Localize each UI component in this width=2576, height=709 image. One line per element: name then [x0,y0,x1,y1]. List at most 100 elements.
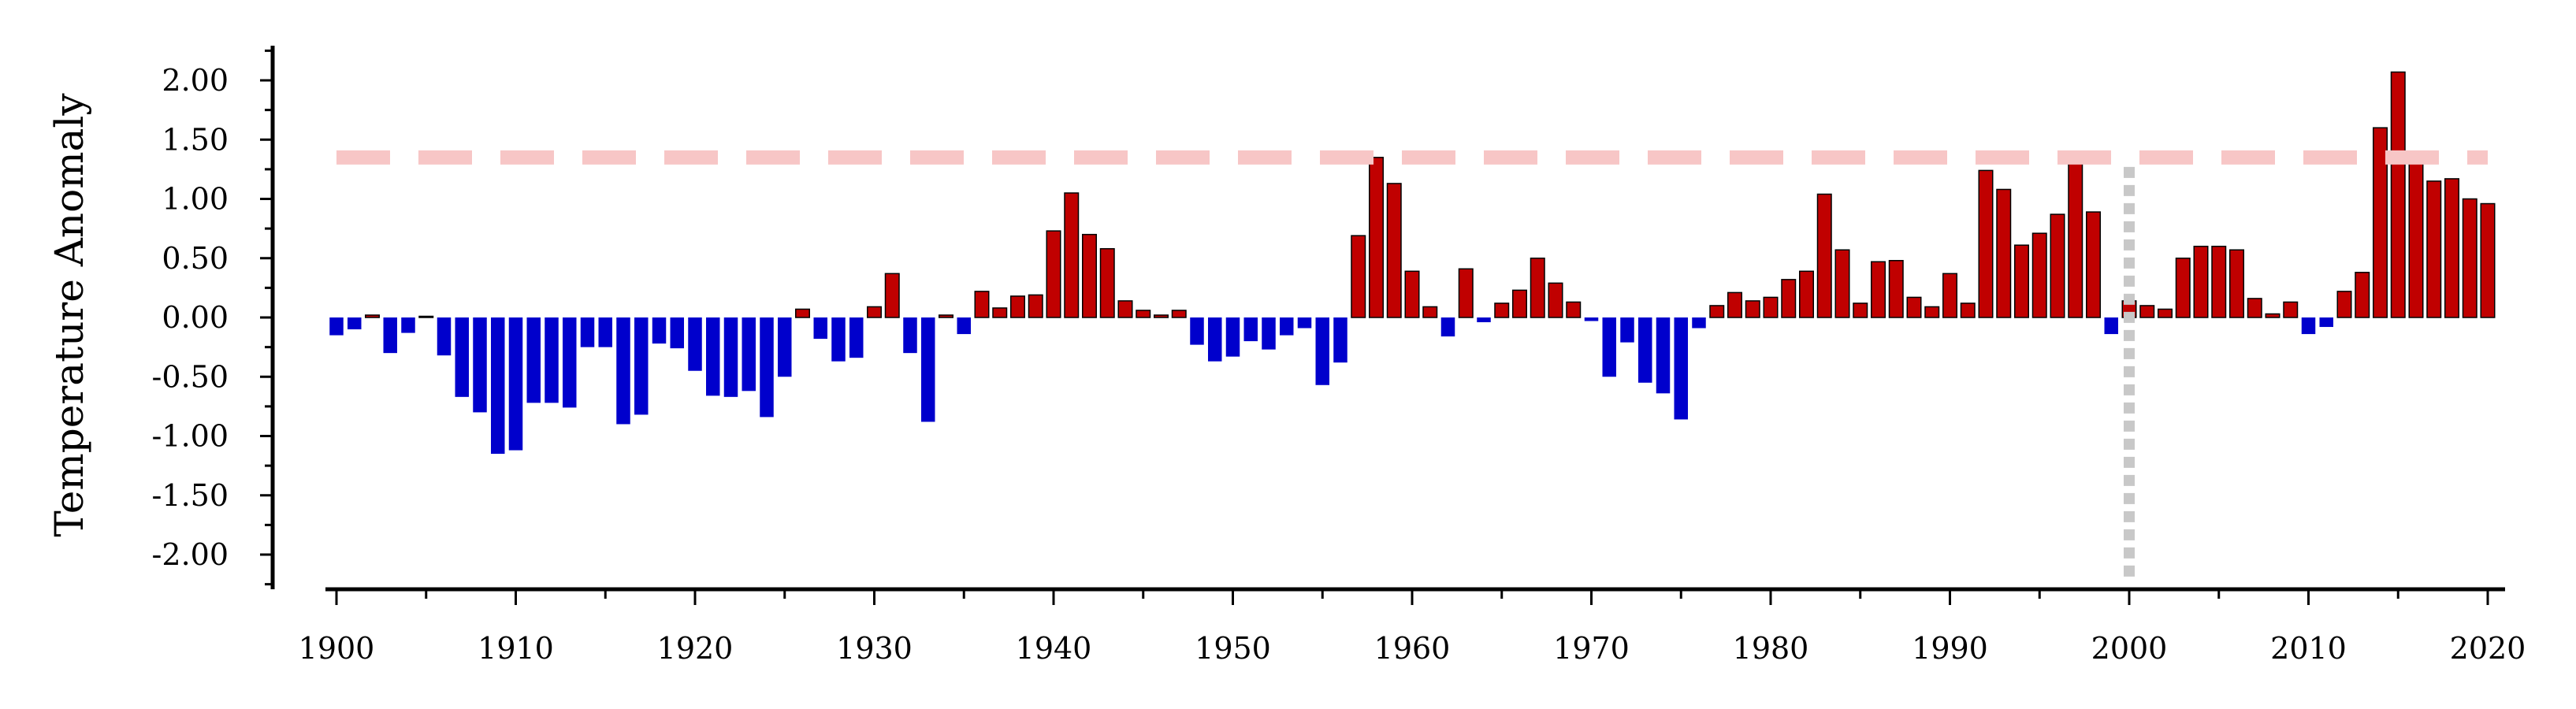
y-tick-label: -1.00 [152,419,229,454]
bar-1933 [921,317,935,422]
bar-1932 [903,317,917,354]
bar-1948 [1190,317,1204,345]
bar-1922 [723,317,738,397]
bar-1978 [1727,291,1742,318]
bar-1981 [1781,279,1797,318]
bar-1923 [742,317,756,392]
bar-2015 [2390,71,2406,318]
bar-1992 [1978,169,1994,318]
bar-1986 [1871,261,1886,318]
x-tick-label: 2000 [2091,631,2168,666]
bar-1929 [849,317,864,358]
x-tick-label: 1940 [1016,631,1092,666]
bar-1990 [1942,273,1957,318]
x-tick-label: 1960 [1374,631,1451,666]
x-tick-label: 1930 [836,631,913,666]
bar-2012 [2336,291,2352,318]
bar-1959 [1386,183,1402,318]
bar-1904 [401,317,415,333]
bar-1969 [1566,301,1582,318]
bar-1919 [670,317,684,349]
x-tick-label: 1920 [657,631,734,666]
bar-1955 [1315,317,1329,385]
bar-1946 [1154,314,1169,318]
bar-1954 [1297,317,1312,329]
bar-1916 [616,317,630,425]
bar-2020 [2480,202,2496,318]
y-tick-label: 0.00 [162,300,229,335]
bar-1960 [1404,270,1420,318]
bar-1950 [1225,317,1240,357]
bar-1961 [1422,306,1438,318]
bar-1913 [563,317,577,408]
bar-2014 [2373,127,2388,318]
annotation-lines [336,150,2488,581]
bar-1935 [957,317,971,335]
bar-1983 [1816,193,1832,318]
bar-2003 [2175,258,2191,318]
bar-2011 [2319,317,2333,328]
bar-2006 [2229,249,2244,318]
bars-layer [329,71,2496,455]
bar-1931 [884,273,900,318]
bar-1958 [1369,157,1384,318]
bar-1989 [1924,306,1940,318]
bar-1975 [1674,317,1688,420]
bar-1943 [1099,247,1115,318]
bar-1936 [974,291,990,318]
bar-1906 [437,317,452,356]
bar-1938 [1010,295,1025,318]
y-tick-label: -2.00 [152,537,229,572]
bar-1945 [1136,310,1151,318]
bar-1926 [795,308,810,318]
bar-1905 [418,315,434,318]
bar-1988 [1906,296,1922,318]
bar-1965 [1494,303,1510,318]
bar-1963 [1458,268,1474,318]
bar-2019 [2462,198,2477,318]
bar-1925 [778,317,792,377]
axes: 2.00 1.50 1.00 0.50 0.00 -0.50 -1.00 -1.50 -2.00… [152,46,2526,666]
bar-1940 [1046,230,1061,318]
bar-1947 [1171,310,1187,318]
bar-1995 [2031,232,2047,318]
x-tick-label: 1990 [1912,631,1988,666]
bar-1937 [992,307,1008,318]
bar-1956 [1333,317,1347,363]
bar-1982 [1799,270,1814,318]
bar-1953 [1280,317,1294,336]
bar-1914 [580,317,595,347]
bar-1962 [1440,317,1455,337]
bar-1952 [1262,317,1276,350]
y-axis-title: Temperature Anomaly [46,93,92,537]
bar-1930 [867,306,882,318]
bar-1974 [1656,317,1671,394]
bar-1918 [652,317,667,344]
bar-1994 [2014,244,2029,318]
bar-1968 [1548,282,1563,318]
bar-1967 [1530,258,1545,318]
x-tick-label: 1970 [1553,631,1630,666]
bar-1921 [706,317,720,396]
bar-1966 [1512,289,1527,318]
bar-2017 [2426,180,2442,318]
x-tick-label: 2020 [2450,631,2526,666]
bar-1934 [939,314,953,318]
bar-1979 [1745,300,1760,318]
bar-1964 [1477,317,1491,323]
bar-1907 [455,317,469,397]
bar-1941 [1064,192,1080,318]
bar-1991 [1960,303,1976,318]
bar-1973 [1638,317,1652,383]
bar-1900 [329,317,344,336]
bar-1996 [2050,213,2065,318]
bar-2005 [2211,245,2227,318]
bar-1928 [831,317,846,362]
bar-1920 [688,317,702,371]
bar-1993 [1996,188,2012,318]
bar-1912 [545,317,559,403]
bar-2001 [2139,305,2155,318]
bar-2016 [2408,157,2424,318]
